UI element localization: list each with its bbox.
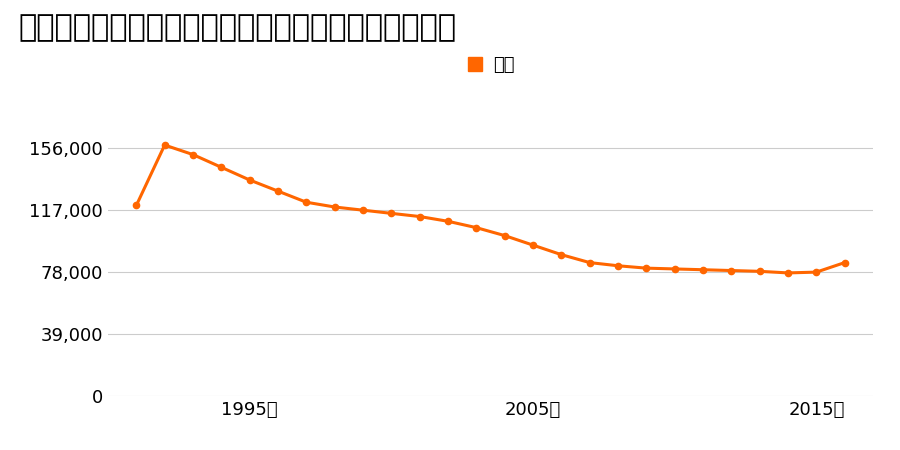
価格: [698, 267, 708, 272]
Legend: 価格: 価格: [459, 49, 522, 81]
価格: [641, 266, 652, 271]
価格: [187, 152, 198, 158]
価格: [273, 189, 284, 194]
価格: [500, 233, 510, 238]
価格: [811, 270, 822, 275]
価格: [783, 270, 794, 275]
価格: [244, 177, 255, 183]
価格: [159, 142, 170, 148]
価格: [584, 260, 595, 265]
価格: [613, 263, 624, 269]
価格: [670, 266, 680, 272]
Line: 価格: 価格: [133, 142, 848, 276]
価格: [216, 165, 227, 170]
価格: [301, 199, 311, 205]
価格: [386, 211, 397, 216]
価格: [754, 269, 765, 274]
価格: [527, 243, 538, 248]
価格: [414, 214, 425, 219]
価格: [726, 268, 737, 273]
価格: [840, 260, 850, 265]
価格: [471, 225, 482, 230]
価格: [130, 202, 141, 208]
価格: [443, 219, 454, 224]
価格: [329, 204, 340, 210]
Text: 宮城県仙台市泉区虹の丘３丁目１０番１３の地価推移: 宮城県仙台市泉区虹の丘３丁目１０番１３の地価推移: [18, 14, 456, 42]
価格: [556, 252, 567, 257]
価格: [357, 207, 368, 213]
